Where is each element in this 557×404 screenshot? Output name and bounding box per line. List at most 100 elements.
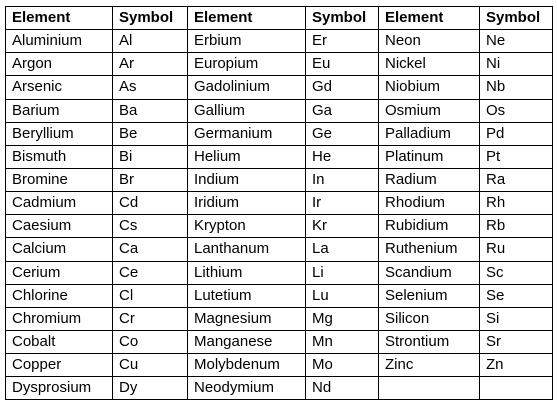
symbol-cell: Mn [305, 329, 379, 355]
element-cell: Chlorine [5, 283, 113, 308]
symbol-cell: Os [479, 98, 553, 123]
element-cell: Argon [5, 52, 113, 77]
symbol-cell: Mo [305, 353, 379, 378]
symbol-cell: Ga [305, 98, 379, 123]
symbol-cell: Ru [479, 237, 553, 262]
symbol-cell: Cd [112, 191, 188, 216]
element-cell: Selenium [378, 283, 480, 308]
symbol-cell: Ce [112, 260, 188, 285]
element-cell: Ruthenium [378, 237, 480, 262]
symbol-cell: Nd [305, 376, 379, 401]
element-cell: Gallium [187, 98, 306, 123]
element-cell: Bromine [5, 167, 113, 193]
symbol-cell: Al [112, 29, 188, 54]
symbol-cell: Ne [479, 29, 553, 54]
element-cell: Molybdenum [187, 353, 306, 378]
element-cell: Rhodium [378, 191, 480, 216]
symbol-cell: Dy [112, 376, 188, 401]
table-row: Beryllium Be Germanium Ge Palladium Pd [5, 121, 553, 146]
element-cell: Dysprosium [5, 376, 113, 401]
element-cell: Germanium [187, 121, 306, 146]
symbol-cell: Bi [112, 144, 188, 169]
element-cell: Palladium [378, 121, 480, 146]
element-cell [378, 376, 480, 401]
symbol-cell: Zn [479, 353, 553, 378]
symbol-cell: Sc [479, 260, 553, 285]
symbol-cell: Ir [305, 191, 379, 216]
symbol-cell: Mg [305, 306, 379, 331]
table-row: Cadmium Cd Iridium Ir Rhodium Rh [5, 191, 553, 216]
element-cell: Krypton [187, 214, 306, 239]
element-cell: Lanthanum [187, 237, 306, 262]
element-cell: Niobium [378, 75, 480, 100]
table-row: Aluminium Al Erbium Er Neon Ne [5, 29, 553, 54]
symbol-cell: Er [305, 29, 379, 54]
element-cell: Osmium [378, 98, 480, 123]
element-cell: Platinum [378, 144, 480, 169]
element-cell: Indium [187, 167, 306, 193]
symbol-cell: Rb [479, 214, 553, 239]
symbol-cell: As [112, 75, 188, 100]
symbol-cell: In [305, 167, 379, 193]
element-cell: Strontium [378, 329, 480, 355]
table-row: Cobalt Co Manganese Mn Strontium Sr [5, 329, 553, 355]
symbol-cell: Pt [479, 144, 553, 169]
element-cell: Lithium [187, 260, 306, 285]
symbol-cell: Se [479, 283, 553, 308]
symbol-cell: Co [112, 329, 188, 355]
element-cell: Erbium [187, 29, 306, 54]
element-cell: Arsenic [5, 75, 113, 100]
table-row: Copper Cu Molybdenum Mo Zinc Zn [5, 353, 553, 378]
header-element-3: Element [378, 5, 480, 31]
symbol-cell: La [305, 237, 379, 262]
table-row: Dysprosium Dy Neodymium Nd [5, 376, 553, 401]
element-cell: Gadolinium [187, 75, 306, 100]
element-cell: Neon [378, 29, 480, 54]
symbol-cell: Ra [479, 167, 553, 193]
symbol-cell: Rh [479, 191, 553, 216]
element-cell: Cobalt [5, 329, 113, 355]
element-cell: Neodymium [187, 376, 306, 401]
symbol-cell: Gd [305, 75, 379, 100]
element-cell: Copper [5, 353, 113, 378]
element-cell: Barium [5, 98, 113, 123]
symbol-cell: Ge [305, 121, 379, 146]
table-header: Element Symbol Element Symbol Element Sy… [5, 5, 553, 31]
element-cell: Rubidium [378, 214, 480, 239]
table-row: Argon Ar Europium Eu Nickel Ni [5, 52, 553, 77]
symbol-cell: Ba [112, 98, 188, 123]
symbol-cell: Pd [479, 121, 553, 146]
element-cell: Bismuth [5, 144, 113, 169]
table-row: Arsenic As Gadolinium Gd Niobium Nb [5, 75, 553, 100]
symbol-cell: Li [305, 260, 379, 285]
table-row: Chlorine Cl Lutetium Lu Selenium Se [5, 283, 553, 308]
element-cell: Aluminium [5, 29, 113, 54]
symbol-cell: Be [112, 121, 188, 146]
table-body: Aluminium Al Erbium Er Neon Ne Argon Ar Europium… [5, 29, 553, 401]
element-cell: Beryllium [5, 121, 113, 146]
table-row: Bismuth Bi Helium He Platinum Pt [5, 144, 553, 169]
element-cell: Calcium [5, 237, 113, 262]
symbol-cell: Cs [112, 214, 188, 239]
table-row: Chromium Cr Magnesium Mg Silicon Si [5, 306, 553, 331]
element-cell: Magnesium [187, 306, 306, 331]
table-row: Caesium Cs Krypton Kr Rubidium Rb [5, 214, 553, 239]
symbol-cell: Ni [479, 52, 553, 77]
element-cell: Chromium [5, 306, 113, 331]
header-element-1: Element [5, 5, 113, 31]
table-row: Bromine Br Indium In Radium Ra [5, 167, 553, 193]
header-row: Element Symbol Element Symbol Element Sy… [5, 5, 553, 31]
symbol-cell: Nb [479, 75, 553, 100]
elements-table: Element Symbol Element Symbol Element Sy… [5, 5, 553, 401]
element-cell: Caesium [5, 214, 113, 239]
element-cell: Cerium [5, 260, 113, 285]
symbol-cell: Kr [305, 214, 379, 239]
element-cell: Radium [378, 167, 480, 193]
symbol-cell: Sr [479, 329, 553, 355]
header-symbol-3: Symbol [479, 5, 553, 31]
element-cell: Lutetium [187, 283, 306, 308]
element-cell: Silicon [378, 306, 480, 331]
element-cell: Helium [187, 144, 306, 169]
symbol-cell: Cr [112, 306, 188, 331]
element-cell: Zinc [378, 353, 480, 378]
